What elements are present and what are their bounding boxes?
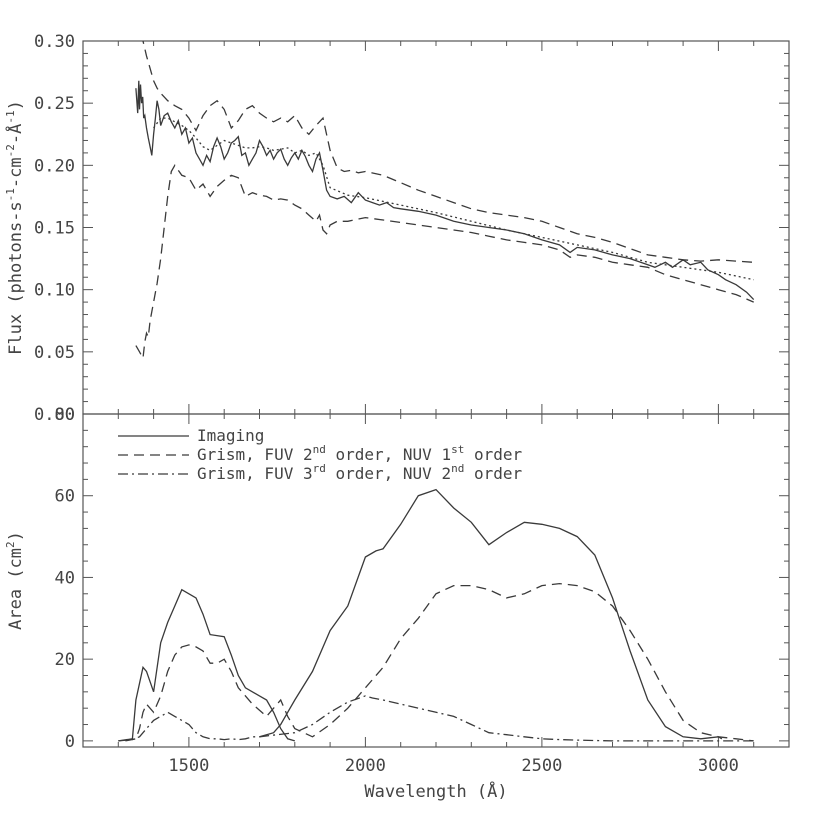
series-line-solid xyxy=(135,80,755,301)
plot-frame xyxy=(82,40,790,415)
superscript: rd xyxy=(313,462,326,475)
y-tick-label: 0.00 xyxy=(34,405,75,425)
text-run: ) xyxy=(6,531,26,541)
top-panel: 0.00 0.05 0.10 0.15 0.20 0.25 0.30 Flux (photon… xyxy=(4,32,790,425)
text-run: ) xyxy=(6,100,26,110)
y-tick-label: 0.30 xyxy=(34,32,75,52)
text-run: Imaging xyxy=(197,426,264,445)
series-line-dashed xyxy=(135,164,754,361)
y-tick-label: 0.10 xyxy=(34,281,75,301)
y-tick-label: 80 xyxy=(55,405,75,425)
legend-entry-label: Grism, FUV 3rd order, NUV 2nd order xyxy=(197,462,522,483)
superscript: st xyxy=(451,443,464,456)
y-tick-label: 0.15 xyxy=(34,219,75,239)
series-line-dashed xyxy=(142,41,754,263)
y-axis-label: Flux (photons-s-1-cm-2-Å-1) xyxy=(4,100,26,355)
superscript: nd xyxy=(313,443,326,456)
superscript: -2 xyxy=(4,144,17,157)
series-line-solid xyxy=(118,588,295,742)
x-axis-label: Wavelength (Å) xyxy=(364,780,507,802)
y-tick-label: 40 xyxy=(55,568,75,588)
text-run: order, NUV 2 xyxy=(326,464,451,483)
legend-entry-label: Grism, FUV 2nd order, NUV 1st order xyxy=(197,443,522,464)
superscript: nd xyxy=(451,462,464,475)
superscript: -1 xyxy=(4,188,17,201)
text-run: order xyxy=(464,445,522,464)
series-line-solid xyxy=(259,488,723,740)
text-run: Flux (photons-s xyxy=(6,201,26,355)
text-run: -cm xyxy=(6,157,26,188)
text-run: -Å xyxy=(4,124,26,144)
x-tick-label: 3000 xyxy=(698,756,739,776)
y-axis-label: Area (cm2) xyxy=(4,531,26,630)
text-run: Grism, FUV 3 xyxy=(197,464,313,483)
series-line-dashdot xyxy=(118,695,754,742)
x-tick-label: 2500 xyxy=(521,756,562,776)
superscript: 2 xyxy=(4,541,17,548)
x-tick-label: 1500 xyxy=(168,756,209,776)
y-tick-label: 0.20 xyxy=(34,156,75,176)
superscript: -1 xyxy=(4,110,17,123)
y-tick-label: 0.05 xyxy=(34,343,75,363)
text-run: Area (cm xyxy=(6,548,26,630)
series-line-dashed xyxy=(125,582,754,742)
y-tick-label: 0 xyxy=(65,732,75,752)
text-run: Grism, FUV 2 xyxy=(197,445,313,464)
y-tick-label: 0.25 xyxy=(34,94,75,114)
legend-entry-label: Imaging xyxy=(197,426,264,445)
series-line-dotted xyxy=(153,117,754,281)
y-tick-label: 60 xyxy=(55,487,75,507)
x-tick-label: 2000 xyxy=(345,756,386,776)
text-run: order xyxy=(464,464,522,483)
text-run: order, NUV 1 xyxy=(326,445,451,464)
y-tick-label: 20 xyxy=(55,650,75,670)
bottom-panel: 0 20 40 60 80 1500 2000 2500 3000 Wavelength (Å) A… xyxy=(4,405,790,802)
